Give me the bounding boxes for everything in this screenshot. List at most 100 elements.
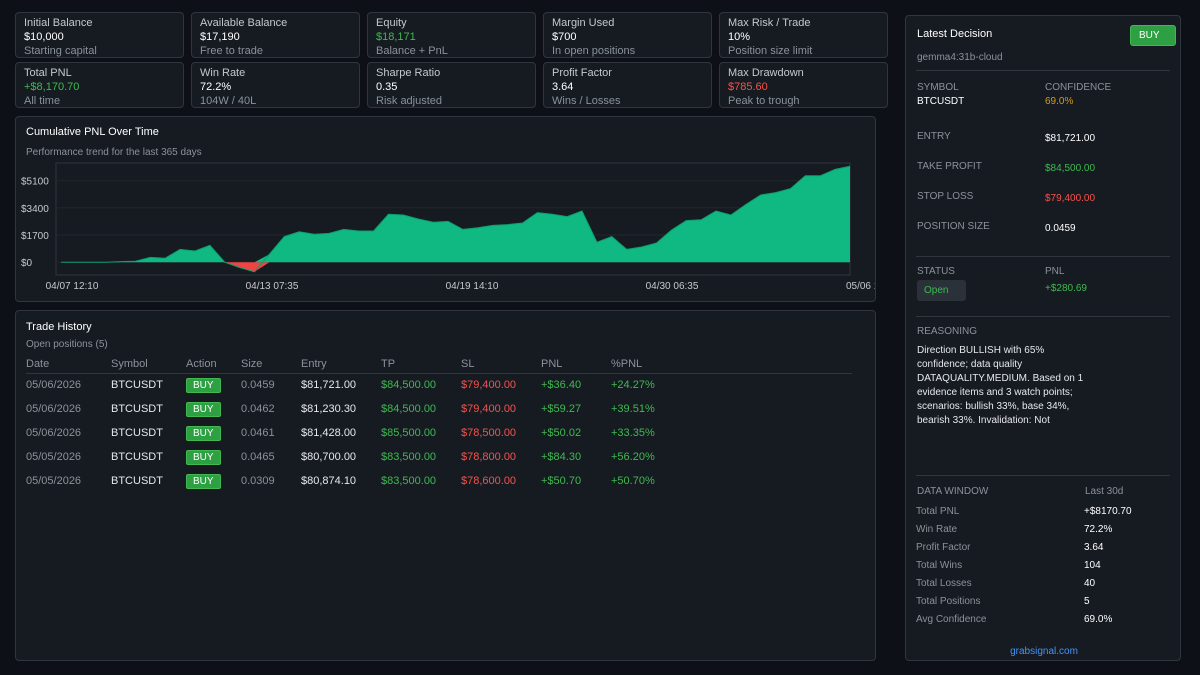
pnl-label: PNL bbox=[1045, 266, 1065, 277]
pnl-cell: +$59.27 bbox=[541, 403, 582, 415]
pnl-area-chart[interactable]: $5100 $3400 $1700 $0 04/07 12:10 04/13 07:35 0… bbox=[16, 117, 875, 301]
tp-cell: $85,500.00 bbox=[381, 427, 437, 439]
stat-label: Max Drawdown bbox=[728, 67, 804, 79]
column-header[interactable]: PNL bbox=[541, 355, 611, 374]
take-profit-value: $84,500.00 bbox=[1045, 163, 1096, 174]
stat-value: $18,171 bbox=[376, 31, 416, 43]
data-window-label: DATA WINDOW bbox=[917, 486, 989, 497]
action-badge: BUY bbox=[186, 449, 221, 465]
table-row[interactable]: 05/05/2026 BTCUSDT BUY 0.0309 $80,874.10 $83,… bbox=[26, 469, 852, 493]
entry-cell: $80,700.00 bbox=[301, 451, 357, 463]
stat-card: Win Rate 72.2% 104W / 40L bbox=[191, 62, 360, 108]
sl-cell: $78,800.00 bbox=[461, 451, 517, 463]
symbol-cell: BTCUSDT bbox=[111, 379, 163, 392]
entry-cell: $81,428.00 bbox=[301, 427, 357, 439]
chart-subtitle: Performance trend for the last 365 days bbox=[26, 147, 202, 158]
stat-caption: 104W / 40L bbox=[200, 95, 257, 107]
stat-label: Total PNL bbox=[24, 67, 72, 79]
stat-label: Max Risk / Trade bbox=[728, 17, 811, 29]
trade-history-panel: Trade History Open positions (5) Date Sym… bbox=[15, 310, 876, 661]
metric-value: 104 bbox=[1084, 560, 1101, 571]
stop-loss-value: $79,400.00 bbox=[1045, 193, 1096, 204]
pnl-cell: +$36.40 bbox=[541, 379, 582, 392]
column-header[interactable]: %PNL bbox=[611, 355, 852, 374]
column-header[interactable]: Symbol bbox=[111, 355, 186, 374]
size-cell: 0.0465 bbox=[241, 451, 275, 463]
stat-value: 0.35 bbox=[376, 81, 398, 93]
column-header[interactable]: TP bbox=[381, 355, 461, 374]
x-tick-label: 04/13 07:35 bbox=[246, 281, 299, 292]
stat-value: $17,190 bbox=[200, 31, 240, 43]
stat-card: Profit Factor 3.64 Wins / Losses bbox=[543, 62, 712, 108]
metric-label: Profit Factor bbox=[916, 542, 971, 553]
pct-cell: +24.27% bbox=[611, 379, 655, 392]
table-row[interactable]: 05/06/2026 BTCUSDT BUY 0.0461 $81,428.00 $85,… bbox=[26, 421, 852, 445]
date-cell: 05/05/2026 bbox=[26, 451, 82, 463]
action-cell: BUY bbox=[186, 469, 241, 493]
table-header-row: Date Symbol Action Size Entry TP SL PNL %PNL bbox=[26, 355, 852, 374]
date-cell: 05/06/2026 bbox=[26, 427, 82, 439]
x-tick-label: 04/07 12:10 bbox=[46, 281, 99, 292]
table-row[interactable]: 05/06/2026 BTCUSDT BUY 0.0459 $81,721.00 $84,… bbox=[26, 373, 852, 397]
footer-link[interactable]: grabsignal.com bbox=[1010, 646, 1078, 657]
action-cell: BUY bbox=[186, 373, 241, 397]
column-header[interactable]: Date bbox=[26, 355, 111, 374]
action-cell: BUY bbox=[186, 421, 241, 445]
stat-caption: Starting capital bbox=[24, 45, 97, 57]
x-tick-label: 04/30 06:35 bbox=[646, 281, 699, 292]
reasoning-label: REASONING bbox=[917, 326, 978, 337]
column-header[interactable]: SL bbox=[461, 355, 541, 374]
confidence-label: CONFIDENCE bbox=[1045, 82, 1112, 93]
reasoning-text: Direction BULLISH with 65% confidence; d… bbox=[917, 345, 1084, 426]
y-tick-label: $1700 bbox=[21, 231, 49, 242]
column-header[interactable]: Size bbox=[241, 355, 301, 374]
column-header[interactable]: Entry bbox=[301, 355, 381, 374]
stat-value: 72.2% bbox=[200, 81, 232, 93]
action-badge: BUY bbox=[186, 377, 221, 393]
stat-card: Initial Balance $10,000 Starting capital bbox=[15, 12, 184, 58]
sl-cell: $78,600.00 bbox=[461, 475, 517, 487]
stat-label: Profit Factor bbox=[552, 67, 612, 79]
size-cell: 0.0462 bbox=[241, 403, 275, 415]
stat-card: Max Risk / Trade 10% Position size limit bbox=[719, 12, 888, 58]
stat-value: 3.64 bbox=[552, 81, 574, 93]
entry-cell: $80,874.10 bbox=[301, 475, 357, 487]
action-badge: BUY bbox=[186, 401, 221, 417]
stat-value: $785.60 bbox=[728, 81, 768, 93]
sl-cell: $79,400.00 bbox=[461, 403, 517, 415]
sl-cell: $78,500.00 bbox=[461, 427, 517, 439]
action-cell: BUY bbox=[186, 397, 241, 421]
tp-cell: $84,500.00 bbox=[381, 379, 437, 392]
stat-card: Total PNL +$8,170.70 All time bbox=[15, 62, 184, 108]
stat-card: Max Drawdown $785.60 Peak to trough bbox=[719, 62, 888, 108]
stat-caption: Balance + PnL bbox=[376, 45, 448, 57]
stat-card: Available Balance $17,190 Free to trade bbox=[191, 12, 360, 58]
column-header[interactable]: Action bbox=[186, 355, 241, 374]
table-row[interactable]: 05/05/2026 BTCUSDT BUY 0.0465 $80,700.00 $83,… bbox=[26, 445, 852, 469]
metric-value: 69.0% bbox=[1084, 614, 1113, 625]
stat-label: Available Balance bbox=[200, 17, 288, 29]
entry-value: $81,721.00 bbox=[1045, 133, 1096, 144]
trade-history-title: Trade History bbox=[26, 321, 92, 333]
divider bbox=[916, 475, 1170, 476]
stat-caption: All time bbox=[24, 95, 61, 107]
metric-label: Avg Confidence bbox=[916, 614, 987, 625]
status-label: STATUS bbox=[917, 266, 955, 277]
pct-cell: +39.51% bbox=[611, 403, 655, 415]
x-tick-label: 04/19 14:10 bbox=[446, 281, 499, 292]
positive-area bbox=[61, 166, 850, 263]
decision-action-badge: BUY bbox=[1130, 25, 1176, 46]
stat-value: $10,000 bbox=[24, 31, 64, 43]
stat-caption: Risk adjusted bbox=[376, 95, 443, 107]
pnl-cell: +$50.02 bbox=[541, 427, 582, 439]
entry-label: ENTRY bbox=[917, 131, 951, 142]
stat-label: Initial Balance bbox=[24, 17, 93, 29]
trade-history-subtitle: Open positions (5) bbox=[26, 339, 108, 350]
pnl-value: +$280.69 bbox=[1045, 283, 1087, 294]
pct-cell: +50.70% bbox=[611, 475, 655, 487]
pnl-cell: +$84.30 bbox=[541, 451, 582, 463]
pnl-series-line bbox=[61, 165, 851, 273]
table-row[interactable]: 05/06/2026 BTCUSDT BUY 0.0462 $81,230.30 $84,… bbox=[26, 397, 852, 421]
divider bbox=[916, 256, 1170, 257]
symbol-cell: BTCUSDT bbox=[111, 451, 163, 463]
